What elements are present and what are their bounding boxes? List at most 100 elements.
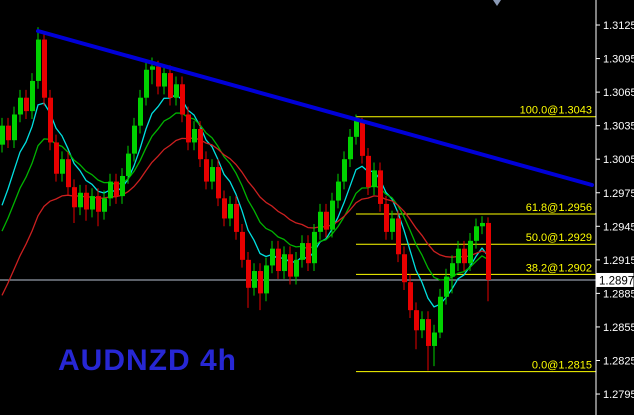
candle-body [168,73,173,98]
candle [288,246,293,285]
candle [318,203,323,240]
current-price-box [596,272,634,287]
candle [42,32,47,106]
fib-level-label: 50.0@1.2929 [526,232,592,244]
candle-body [336,181,341,201]
candle-body [234,203,239,232]
candle-body [210,167,215,182]
descending-trendline[interactable] [36,29,594,187]
candle-body [30,80,35,112]
candle [282,246,287,279]
candle [252,263,257,296]
candle-body [402,254,407,283]
candle-body [240,231,245,260]
candle [72,179,77,223]
candle [366,148,371,195]
candle [246,252,251,308]
candle [390,210,395,240]
candle-body [300,243,305,260]
fibonacci-retracement[interactable]: 100.0@1.3043 61.8@1.2956 50.0@1.2929 38.2@1… [356,105,596,373]
candle-body [486,222,491,280]
candle-body [258,271,263,294]
candle-body [36,39,41,81]
candle-body [468,240,473,264]
candle-body [222,198,227,219]
candle [462,240,467,272]
candle [306,235,311,272]
fast-ma-line [1,94,489,308]
candle [48,89,53,151]
candle-body [384,203,389,232]
fib-level-label: 61.8@1.2956 [526,202,592,214]
candle-body [132,125,137,154]
candle [336,173,341,209]
candle-body [420,319,425,331]
candle-body [96,196,101,212]
candle [126,145,131,184]
candle-body [390,218,395,232]
candle-body [180,84,185,115]
candle-body [348,136,353,160]
chart-shift-marker-icon[interactable] [493,0,501,6]
axis-tick-label: 1.3005 [603,154,634,166]
candle [138,89,143,134]
candle-body [156,66,161,87]
axis-tick-label: 1.3095 [603,54,634,66]
candle-body [444,276,449,297]
candle-body [360,120,365,156]
candle [30,73,35,119]
candle-body [192,129,197,143]
candle-body [288,254,293,277]
candle-body [312,231,317,264]
fib-level-label: 0.0@1.2815 [532,360,592,372]
candle [96,188,101,227]
candle [60,151,65,182]
candle [90,188,95,218]
candle [276,240,281,279]
candle [360,117,365,164]
candle [204,151,209,190]
candle-body [138,97,143,126]
candle-body [270,248,275,266]
candle-body [414,310,419,331]
candle-body [330,200,335,230]
candle [474,218,479,249]
candle [234,196,239,240]
candle [168,65,173,106]
candle-body [252,271,257,288]
candle [402,246,407,291]
candle-body [114,181,119,197]
candle [0,117,5,153]
candle [258,263,263,311]
candle-body [216,167,221,199]
candle [486,217,491,302]
candle [348,129,353,168]
candle-body [246,259,251,288]
candle-body [198,129,203,160]
candle [24,89,29,119]
candle [378,162,383,212]
candle-body [324,211,329,230]
candle-body [264,265,269,294]
candle [192,121,197,151]
axis-tick-label: 1.3035 [603,121,634,133]
candle [114,173,119,204]
candle-body [474,226,479,241]
candle-body [150,66,155,70]
axis-tick-label: 1.2885 [603,288,634,300]
candle-body [120,175,125,197]
candle-body [204,159,209,182]
axis-tick-label: 1.3065 [603,87,634,99]
candle-body [372,170,377,188]
candles-layer [0,27,491,371]
candle [372,162,377,195]
price-axis[interactable]: 1.3125 1.3095 1.3065 1.3035 1.3005 1.2975 1.29… [595,0,634,415]
candle [108,173,113,207]
candle [300,235,305,268]
candle-body [426,319,431,346]
candle [294,252,299,285]
axis-tick-label: 1.3125 [603,20,634,32]
candle-body [462,248,467,264]
